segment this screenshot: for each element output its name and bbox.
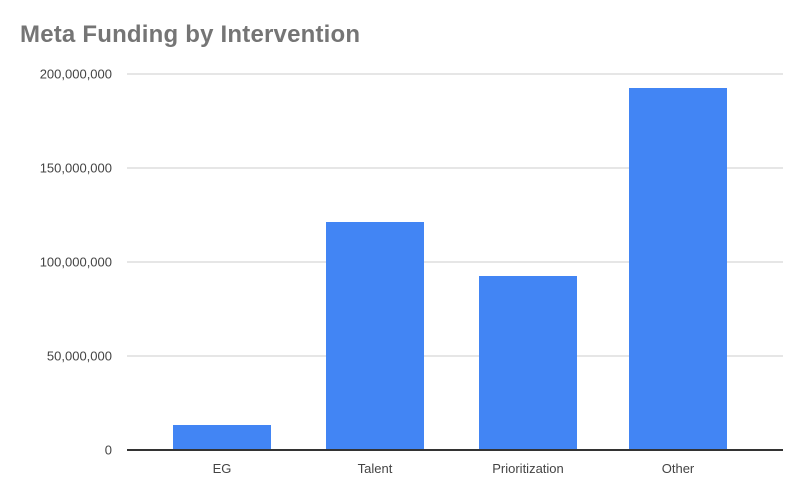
gridline — [127, 73, 783, 75]
y-tick-label: 0 — [104, 442, 112, 458]
y-axis: 0 50,000,000 100,000,000 150,000,000 200,000… — [0, 67, 112, 458]
y-tick-label: 150,000,000 — [39, 160, 112, 176]
x-tick-label: Other — [661, 461, 695, 476]
y-tick-label: 100,000,000 — [39, 254, 112, 270]
chart-title: Meta Funding by Intervention — [20, 21, 361, 48]
x-tick-label: Talent — [357, 461, 393, 476]
bar-other[interactable] — [629, 88, 727, 449]
bar-talent[interactable] — [326, 222, 424, 449]
gridline — [127, 261, 783, 263]
y-tick-label: 50,000,000 — [46, 348, 112, 364]
y-tick-label: 200,000,000 — [39, 66, 112, 82]
gridline — [127, 167, 783, 169]
x-tick-label: EG — [212, 461, 232, 476]
x-axis: EG Talent Prioritization Other — [127, 461, 783, 481]
gridline — [127, 355, 783, 357]
bar-prioritization[interactable] — [479, 276, 577, 449]
x-tick-label: Prioritization — [492, 461, 564, 476]
plot-area — [127, 73, 783, 451]
x-axis-line — [127, 449, 783, 451]
bar-eg[interactable] — [173, 425, 271, 449]
